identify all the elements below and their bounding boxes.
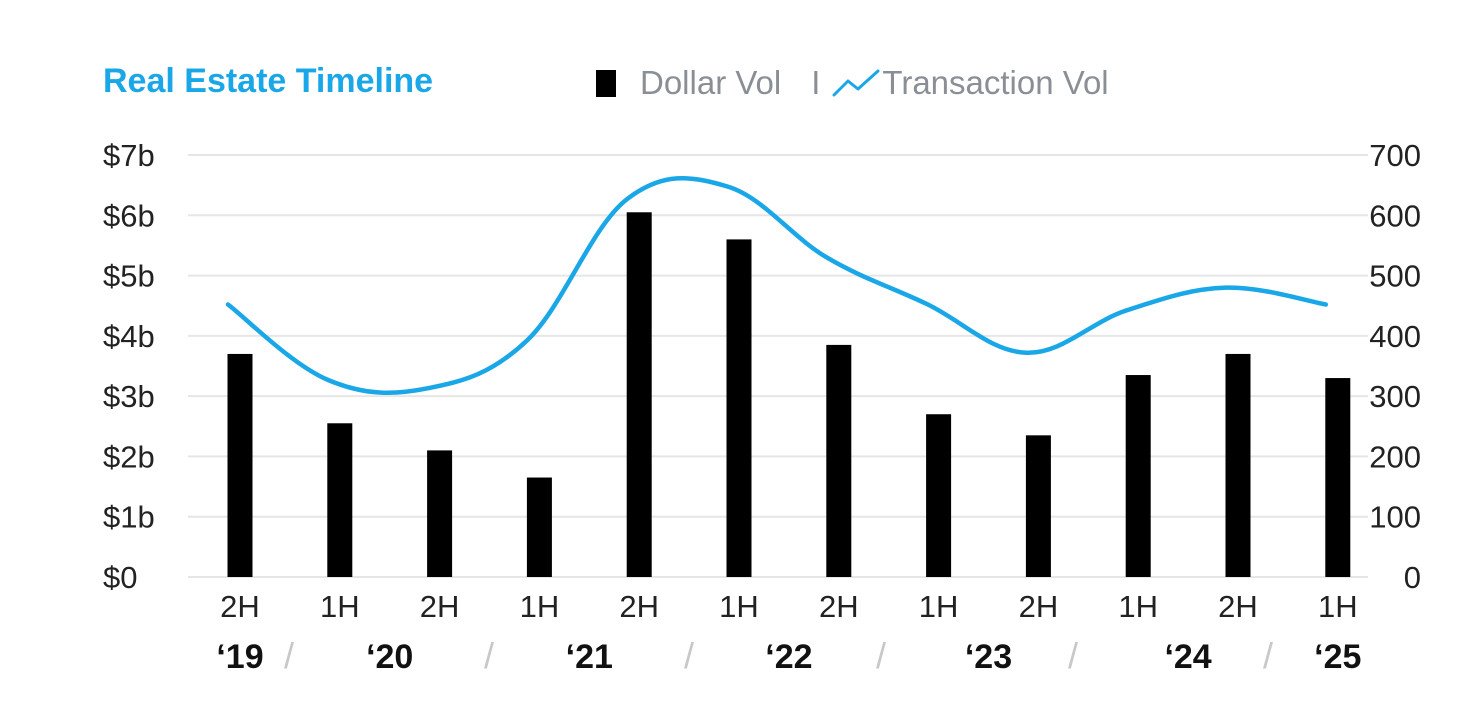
right-y-axis: 0 100 200 300 400 500 600 700 (1369, 138, 1421, 595)
x-category-label: 1H (919, 589, 959, 624)
year-separator: / (1263, 635, 1273, 676)
right-tick-label: 400 (1369, 319, 1421, 354)
gridlines (188, 154, 1368, 578)
left-tick-label: $6b (103, 198, 155, 233)
left-tick-label: $4b (103, 319, 155, 354)
left-y-axis: $0 $1b $2b $3b $4b $5b $6b $7b (103, 138, 155, 595)
x-category-label: 1H (719, 589, 759, 624)
x-category-label: 2H (420, 589, 460, 624)
x-category-label: 2H (619, 589, 659, 624)
dollar-vol-bar (327, 423, 353, 577)
right-tick-label: 500 (1369, 259, 1421, 294)
year-separator: / (484, 635, 494, 676)
x-category-label: 1H (520, 589, 560, 624)
x-year-label: ‘20 (366, 638, 413, 676)
left-tick-label: $7b (103, 138, 155, 173)
dollar-vol-bar (1025, 435, 1051, 577)
right-tick-label: 100 (1369, 500, 1421, 535)
dollar-vol-bar (1225, 353, 1251, 577)
right-tick-label: 200 (1369, 439, 1421, 474)
x-year-label: ‘25 (1314, 638, 1361, 676)
x-category-label: 2H (1218, 589, 1258, 624)
x-year-label: ‘22 (765, 638, 812, 676)
dollar-vol-bars (227, 212, 1351, 577)
right-tick-label: 600 (1369, 198, 1421, 233)
right-tick-label: 300 (1369, 379, 1421, 414)
dollar-vol-bar (1325, 378, 1351, 577)
x-year-label: ‘19 (216, 638, 263, 676)
legend-bar-label: Dollar Vol (640, 64, 782, 101)
x-year-label: ‘21 (566, 638, 613, 676)
dollar-vol-bar (926, 414, 952, 577)
x-year-label: ‘24 (1164, 638, 1211, 676)
dollar-vol-bar (1125, 375, 1151, 577)
left-tick-label: $5b (103, 259, 155, 294)
right-tick-label: 700 (1369, 138, 1421, 173)
left-tick-label: $1b (103, 500, 155, 535)
x-axis: 2H 1H 2H 1H 2H 1H 2H 1H 2H 1H 2H 1H ‘19 ‘20 ‘21 ‘22 ‘23 ‘… (216, 589, 1361, 676)
chart-legend: Dollar Vol I Transaction Vol (596, 62, 1109, 104)
left-tick-label: $2b (103, 439, 155, 474)
year-separator: / (284, 635, 294, 676)
line-chart-icon (832, 69, 880, 97)
left-tick-label: $3b (103, 379, 155, 414)
dollar-vol-bar (427, 450, 453, 577)
transaction-vol-line (225, 175, 1329, 395)
x-category-label: 1H (320, 589, 360, 624)
chart-title: Real Estate Timeline (103, 62, 434, 100)
dollar-vol-bar (826, 344, 852, 577)
year-separator: / (1068, 635, 1078, 676)
x-category-label: 2H (220, 589, 260, 624)
left-tick-label: $0 (103, 560, 137, 595)
dollar-vol-bar (626, 212, 652, 577)
x-category-label: 1H (1118, 589, 1158, 624)
right-tick-label: 0 (1404, 560, 1421, 595)
dollar-vol-bar (227, 353, 253, 577)
x-category-label: 2H (819, 589, 859, 624)
legend-bar-swatch (596, 69, 616, 97)
x-year-label: ‘23 (965, 638, 1012, 676)
legend-separator: I (811, 64, 821, 101)
x-category-label: 1H (1318, 589, 1358, 624)
year-separator: / (684, 635, 694, 676)
dollar-vol-bar (726, 239, 752, 577)
legend-line-label: Transaction Vol (882, 64, 1109, 101)
x-category-label: 2H (1019, 589, 1059, 624)
dollar-vol-bar (526, 477, 552, 577)
year-separator: / (876, 635, 886, 676)
